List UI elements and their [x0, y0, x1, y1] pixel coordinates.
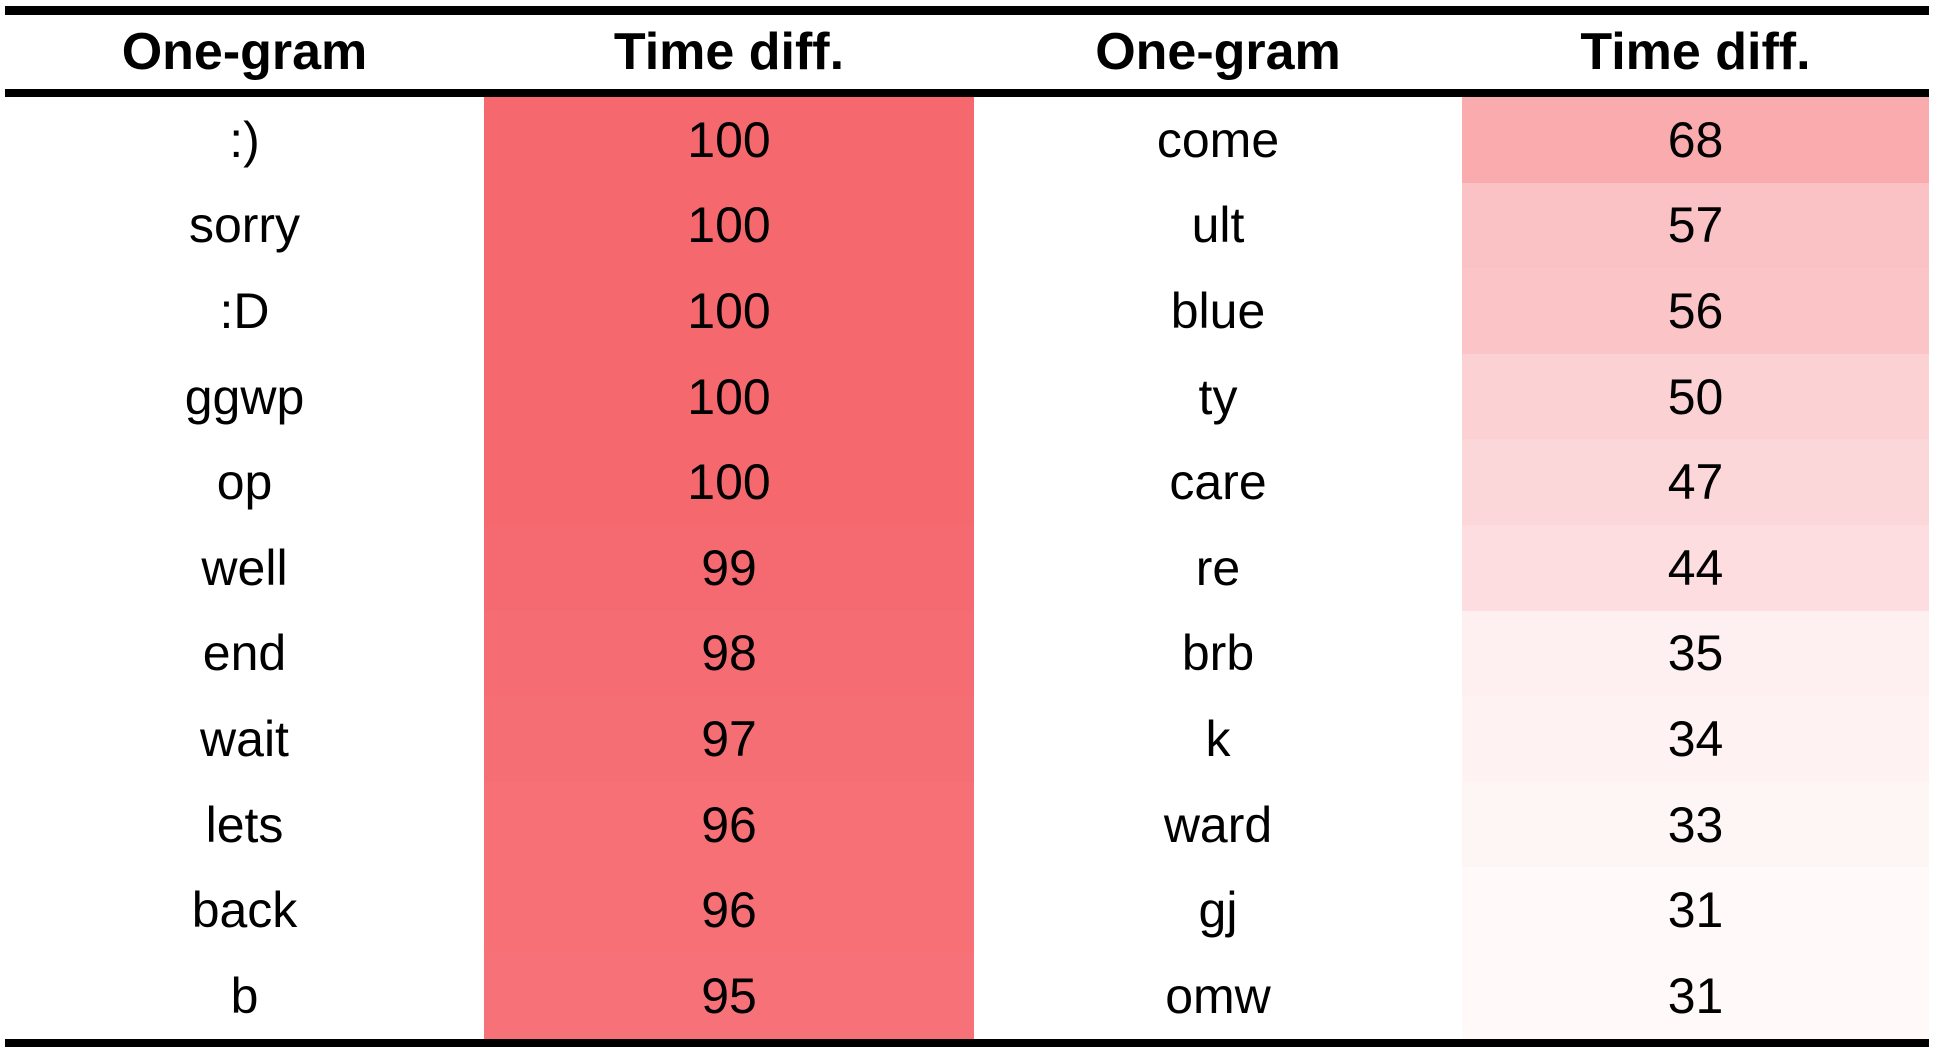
- one-gram-cell: ward: [974, 781, 1462, 868]
- one-gram-cell: sorry: [5, 182, 484, 269]
- one-gram-cell: op: [5, 439, 484, 525]
- one-gram-cell: end: [5, 610, 484, 697]
- one-gram-cell: lets: [5, 781, 484, 868]
- time-diff-cell: 47: [1462, 439, 1929, 525]
- time-diff-cell: 98: [484, 610, 974, 697]
- one-gram-cell: b: [5, 952, 484, 1039]
- time-diff-cell: 100: [484, 353, 974, 440]
- one-gram-cell: come: [974, 97, 1462, 183]
- time-diff-cell: 95: [484, 952, 974, 1039]
- time-diff-cell: 50: [1462, 353, 1929, 440]
- one-gram-cell: ggwp: [5, 353, 484, 440]
- one-gram-cell: k: [974, 696, 1462, 782]
- time-diff-cell: 100: [484, 439, 974, 525]
- one-gram-cell: gj: [974, 867, 1462, 953]
- time-diff-cell: 100: [484, 97, 974, 183]
- table-header-row: One-gram Time diff. One-gram Time diff.: [5, 6, 1929, 97]
- time-diff-cell: 33: [1462, 781, 1929, 868]
- one-gram-cell: ty: [974, 353, 1462, 440]
- one-gram-cell: care: [974, 439, 1462, 525]
- table-body: :) 100 come 68 sorry 100 ult 57:D 100 blue 56 ggwp 1…: [5, 97, 1929, 1047]
- time-diff-cell: 100: [484, 268, 974, 354]
- one-gram-cell: :): [5, 97, 484, 183]
- column-header-time-diff-left: Time diff.: [613, 23, 845, 81]
- time-diff-cell: 68: [1462, 97, 1929, 183]
- one-gram-cell: :D: [5, 268, 484, 354]
- time-diff-cell: 99: [484, 524, 974, 611]
- time-diff-cell: 100: [484, 182, 974, 269]
- column-header-one-gram-right: One-gram: [1095, 23, 1341, 81]
- time-diff-cell: 57: [1462, 182, 1929, 269]
- column-header-time-diff-right: Time diff.: [1580, 23, 1811, 81]
- time-diff-cell: 35: [1462, 610, 1929, 697]
- time-diff-cell: 44: [1462, 524, 1929, 611]
- one-gram-time-diff-table: One-gram Time diff. One-gram Time diff. …: [5, 6, 1929, 1047]
- one-gram-cell: re: [974, 524, 1462, 611]
- time-diff-cell: 56: [1462, 268, 1929, 354]
- time-diff-cell: 31: [1462, 867, 1929, 953]
- one-gram-cell: wait: [5, 696, 484, 782]
- one-gram-cell: well: [5, 524, 484, 611]
- one-gram-cell: brb: [974, 610, 1462, 697]
- one-gram-cell: omw: [974, 952, 1462, 1039]
- time-diff-cell: 96: [484, 867, 974, 953]
- time-diff-cell: 31: [1462, 952, 1929, 1039]
- time-diff-cell: 97: [484, 696, 974, 782]
- one-gram-cell: back: [5, 867, 484, 953]
- column-header-one-gram-left: One-gram: [121, 23, 368, 81]
- time-diff-cell: 96: [484, 781, 974, 868]
- one-gram-cell: ult: [974, 182, 1462, 269]
- time-diff-cell: 34: [1462, 696, 1929, 782]
- one-gram-cell: blue: [974, 268, 1462, 354]
